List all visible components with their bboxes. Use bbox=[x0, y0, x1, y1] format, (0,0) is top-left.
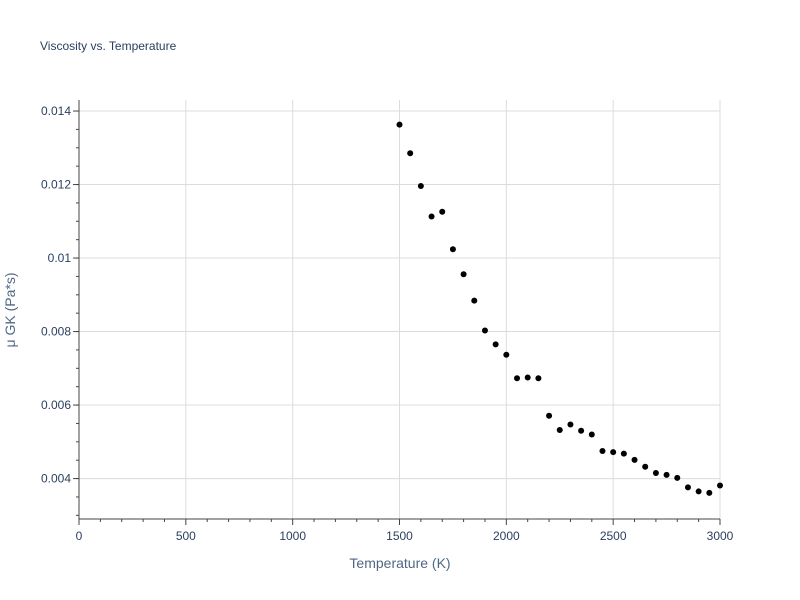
y-tick-label: 0.004 bbox=[41, 472, 71, 486]
data-point bbox=[620, 450, 627, 457]
data-point bbox=[428, 213, 435, 220]
data-point bbox=[695, 488, 702, 495]
y-tick-label: 0.006 bbox=[41, 398, 71, 412]
chart-title: Viscosity vs. Temperature bbox=[40, 39, 177, 53]
y-tick-label: 0.008 bbox=[41, 325, 71, 339]
y-tick-label: 0.01 bbox=[48, 251, 72, 265]
data-point bbox=[663, 471, 670, 478]
data-point bbox=[396, 121, 403, 128]
x-tick-label: 2000 bbox=[493, 529, 520, 543]
data-point bbox=[578, 427, 585, 434]
x-minor-ticks bbox=[78, 519, 721, 525]
data-point bbox=[610, 449, 617, 456]
x-tick-label: 3000 bbox=[707, 529, 734, 543]
data-point bbox=[535, 375, 542, 382]
x-axis-title: Temperature (K) bbox=[349, 555, 450, 571]
y-axis-title: μ GK (Pa*s) bbox=[2, 273, 18, 348]
data-point bbox=[460, 271, 467, 278]
y-tick-label: 0.012 bbox=[41, 178, 71, 192]
x-tick-label: 1000 bbox=[279, 529, 306, 543]
data-point bbox=[674, 474, 681, 481]
x-tick-labels: 0 500 1000 1500 2000 2500 3000 bbox=[76, 529, 734, 543]
data-points bbox=[396, 121, 723, 496]
data-point bbox=[503, 351, 510, 358]
x-tick-label: 2500 bbox=[600, 529, 627, 543]
data-point bbox=[599, 448, 606, 455]
y-minor-ticks bbox=[73, 110, 79, 516]
data-point bbox=[407, 150, 414, 157]
data-point bbox=[417, 183, 424, 190]
data-point bbox=[524, 374, 531, 381]
data-point bbox=[449, 246, 456, 253]
data-point bbox=[706, 489, 713, 496]
x-tick-label: 500 bbox=[176, 529, 196, 543]
x-gridlines bbox=[185, 100, 721, 519]
data-point bbox=[439, 208, 446, 215]
data-point bbox=[652, 470, 659, 477]
data-point bbox=[717, 482, 723, 489]
x-tick-label: 1500 bbox=[386, 529, 413, 543]
data-point bbox=[684, 484, 691, 491]
data-point bbox=[556, 427, 563, 434]
data-point bbox=[642, 463, 649, 470]
y-gridlines bbox=[79, 110, 720, 480]
data-point bbox=[471, 297, 478, 304]
data-point bbox=[631, 456, 638, 463]
data-point bbox=[514, 375, 521, 382]
data-point bbox=[481, 327, 488, 334]
data-point bbox=[546, 412, 553, 419]
data-point bbox=[492, 341, 499, 348]
y-tick-label: 0.014 bbox=[41, 104, 71, 118]
data-point bbox=[567, 421, 574, 428]
x-tick-label: 0 bbox=[76, 529, 83, 543]
y-tick-labels: 0.004 0.006 0.008 0.01 0.012 0.014 bbox=[41, 104, 71, 486]
data-point bbox=[588, 431, 595, 438]
